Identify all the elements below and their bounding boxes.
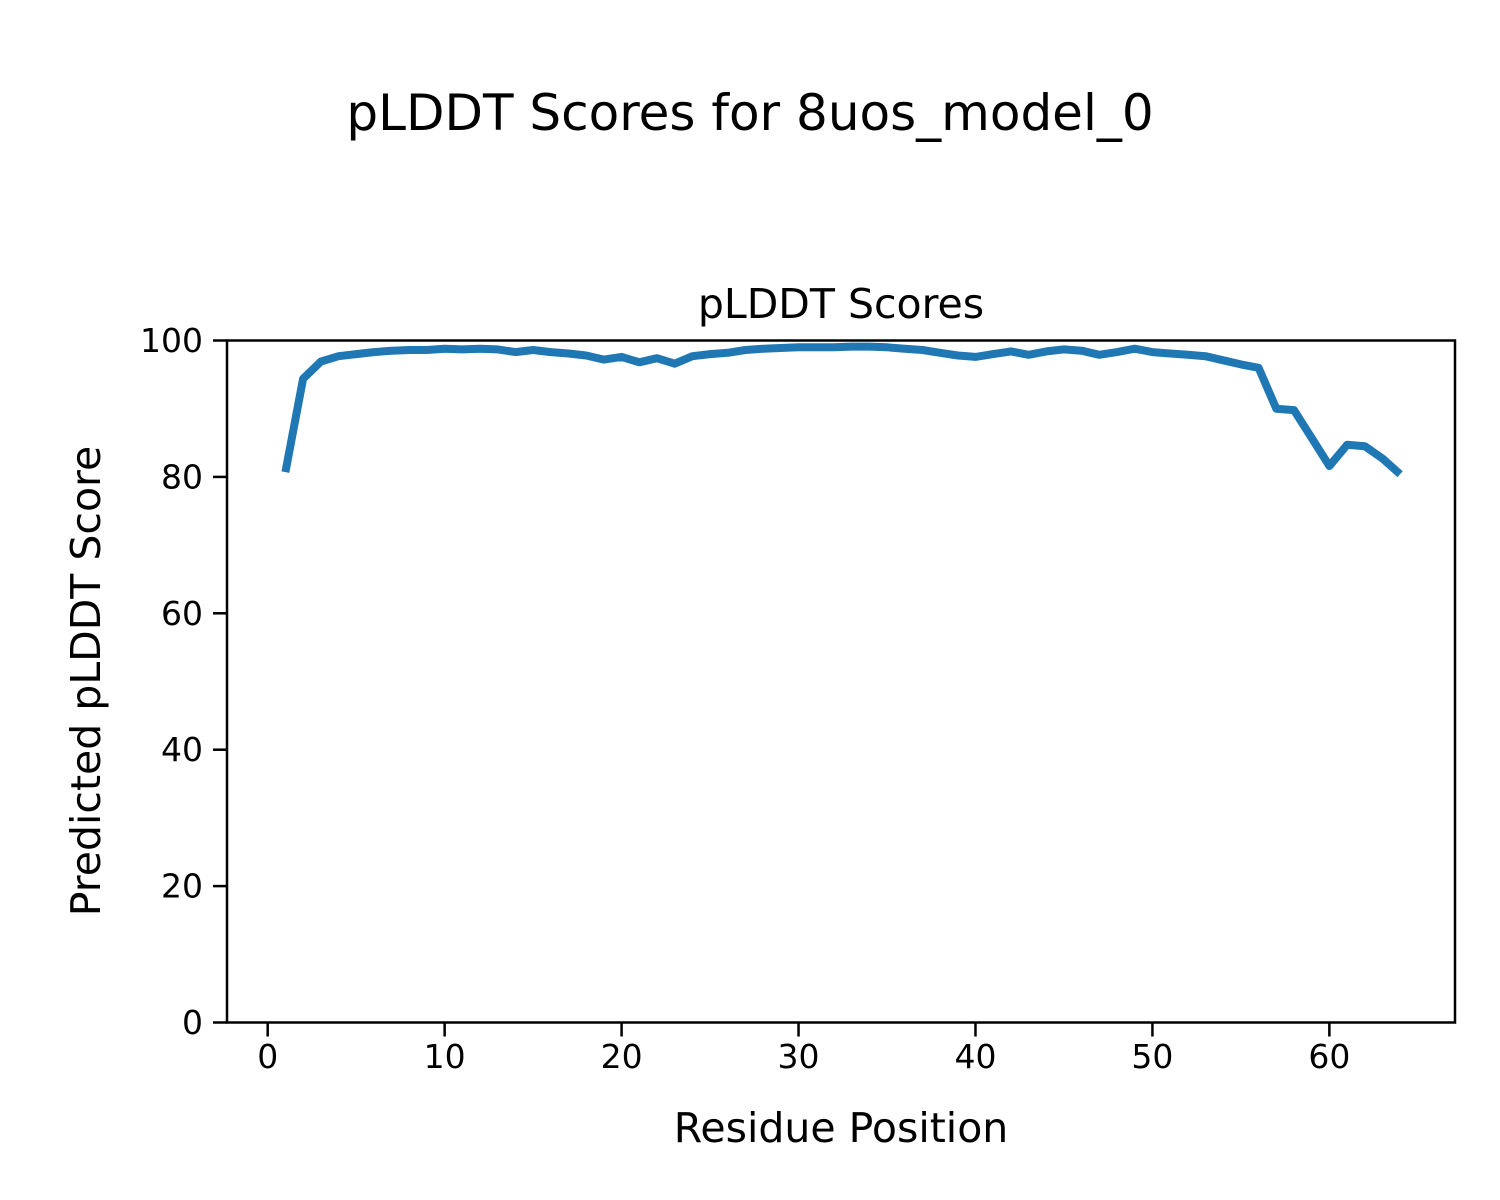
x-tick-label: 20 (601, 1037, 643, 1076)
axes-title: pLDDT Scores (698, 280, 984, 328)
x-tick-label: 40 (954, 1037, 996, 1076)
y-axis-ticks: 0 20 40 60 80 100 (140, 321, 227, 1042)
y-tick-label: 0 (182, 1003, 203, 1042)
x-axis-ticks: 0 10 20 30 40 50 60 (257, 1022, 1350, 1076)
figure-title: pLDDT Scores for 8uos_model_0 (346, 84, 1153, 142)
x-tick-label: 0 (257, 1037, 278, 1076)
x-tick-label: 60 (1308, 1037, 1350, 1076)
plddt-line (281, 342, 1403, 478)
y-tick-label: 20 (161, 867, 203, 906)
y-tick-label: 60 (161, 594, 203, 633)
y-tick-label: 80 (161, 457, 203, 496)
plot-area-spines (225, 339, 1457, 1024)
x-axis-label: Residue Position (674, 1104, 1009, 1152)
y-tick-label: 100 (140, 321, 203, 360)
y-axis-label: Predicted pLDDT Score (62, 446, 110, 916)
y-tick-label: 40 (161, 730, 203, 769)
x-tick-label: 50 (1131, 1037, 1173, 1076)
x-tick-label: 30 (778, 1037, 820, 1076)
x-tick-label: 10 (424, 1037, 466, 1076)
